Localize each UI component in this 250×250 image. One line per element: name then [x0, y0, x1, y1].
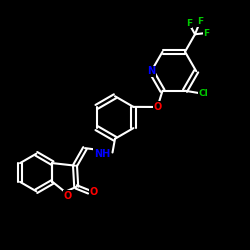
Text: F: F: [203, 28, 209, 38]
Text: F: F: [186, 18, 192, 28]
Text: O: O: [154, 102, 162, 112]
Text: F: F: [197, 17, 203, 26]
Text: NH: NH: [94, 149, 110, 159]
Text: N: N: [147, 66, 155, 76]
Text: Cl: Cl: [199, 89, 209, 98]
Text: O: O: [89, 187, 97, 197]
Text: O: O: [63, 190, 72, 200]
